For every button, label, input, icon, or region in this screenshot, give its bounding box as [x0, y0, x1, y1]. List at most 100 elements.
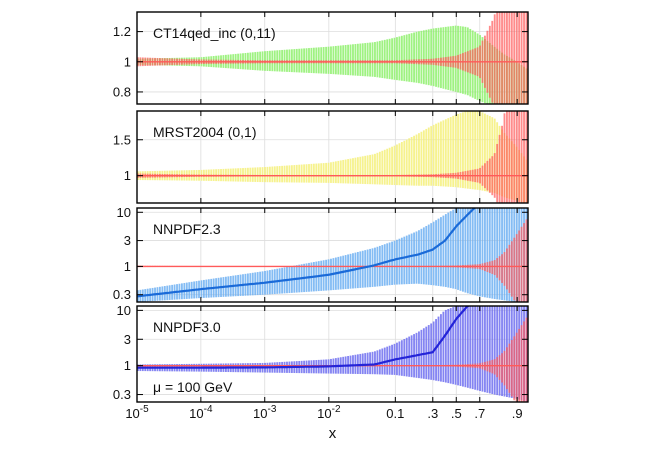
error-band-segment [464, 208, 467, 293]
reference-band-segment [513, 12, 516, 104]
error-band-segment [371, 154, 374, 185]
error-band-segment [501, 208, 503, 301]
error-band-segment [430, 28, 433, 86]
central-value-line [137, 306, 471, 369]
error-band-segment [352, 44, 354, 76]
error-band-segment [393, 145, 396, 186]
error-band-segment [413, 135, 415, 186]
x-tick-label: .7 [474, 406, 485, 421]
error-band-segment [476, 111, 479, 190]
error-band-segment [281, 165, 284, 183]
error-band-segment [457, 113, 459, 188]
error-band-segment [403, 236, 406, 285]
reference-band-segment [491, 260, 494, 274]
reference-band-segment [506, 248, 508, 290]
error-band-segment [361, 353, 364, 375]
error-band-segment [427, 29, 430, 86]
error-band-segment [469, 208, 472, 294]
error-band-segment [332, 46, 335, 75]
error-band-segment [400, 237, 403, 285]
y-tick-label: 1.5 [113, 132, 131, 147]
error-band-segment [481, 306, 484, 392]
reference-band-segment [510, 111, 513, 203]
error-band-segment [386, 39, 389, 79]
error-band-segment [415, 231, 418, 284]
error-band-segment [432, 221, 435, 286]
error-band-segment [400, 35, 403, 81]
error-band-segment [288, 165, 291, 183]
error-band-segment [376, 41, 379, 78]
error-band-segment [251, 167, 254, 182]
error-band-segment [381, 245, 384, 286]
error-band-segment [378, 40, 381, 78]
error-band-segment [332, 161, 335, 184]
error-band-segment [479, 111, 481, 191]
error-band-segment [356, 251, 359, 289]
error-band-segment [484, 306, 486, 393]
error-band-segment [437, 316, 440, 382]
error-band-segment [435, 123, 437, 186]
error-band-segment [405, 139, 408, 186]
error-band-segment [347, 159, 350, 184]
reference-band-segment [503, 252, 506, 286]
error-band-segment [484, 208, 486, 298]
error-band-segment [444, 309, 447, 383]
reference-band-segment [525, 12, 528, 104]
error-band-segment [462, 112, 464, 189]
error-band-segment [437, 122, 440, 187]
error-band-segment [464, 111, 467, 189]
error-band-segment [479, 208, 481, 297]
error-band-segment [386, 148, 389, 185]
error-band-segment [388, 38, 391, 80]
error-band-segment [408, 138, 411, 186]
reference-band-segment [508, 244, 511, 294]
error-band-segment [452, 307, 455, 385]
panel-frame [136, 110, 529, 204]
error-band-segment [364, 43, 367, 77]
reference-band-segment [503, 113, 506, 203]
error-band-segment [361, 156, 364, 184]
panel-plot-area [137, 111, 528, 203]
panel-frame [136, 11, 529, 105]
error-band-segment [486, 306, 489, 393]
error-band-segment [271, 166, 274, 183]
reference-band-segment [508, 111, 511, 203]
error-band-segment [273, 166, 276, 183]
error-band-segment [371, 351, 374, 375]
error-band-segment [410, 33, 413, 83]
reference-band-segment [493, 14, 496, 104]
reference-band-segment [518, 12, 521, 104]
error-band-segment [249, 167, 252, 182]
error-band-segment [391, 241, 393, 285]
error-band-segment [334, 45, 337, 75]
reference-band-segment [496, 357, 499, 378]
error-band-segment [474, 306, 477, 390]
y-tick-label: 1 [124, 168, 131, 183]
error-band-segment [330, 46, 332, 74]
error-band-segment [244, 167, 247, 182]
error-band-segment [278, 166, 281, 183]
error-band-segment [276, 166, 279, 183]
error-band-segment [447, 308, 450, 384]
error-band-segment [427, 127, 430, 186]
error-band-segment [339, 160, 342, 184]
error-band-segment [366, 155, 369, 185]
error-band-segment [374, 351, 376, 375]
error-band-segment [344, 159, 347, 184]
error-band-segment [364, 353, 367, 375]
error-band-segment [462, 306, 464, 387]
error-band-segment [444, 119, 447, 187]
reference-band-segment [510, 12, 513, 104]
error-band-segment [418, 31, 420, 84]
error-band-segment [405, 34, 408, 82]
y-tick-label: 3 [124, 332, 131, 347]
error-band-segment [322, 163, 325, 183]
panels-group: 0.8 1 1.2 CT14qed_inc (0,11) 1 1.5 MRST2004 (0… [113, 11, 529, 403]
error-band-segment [300, 164, 303, 183]
error-band-segment [442, 215, 445, 287]
reference-band-segment [525, 111, 528, 203]
reference-band-segment [501, 254, 503, 283]
error-band-segment [498, 306, 501, 396]
error-band-segment [454, 208, 457, 290]
reference-band-segment [488, 261, 491, 273]
